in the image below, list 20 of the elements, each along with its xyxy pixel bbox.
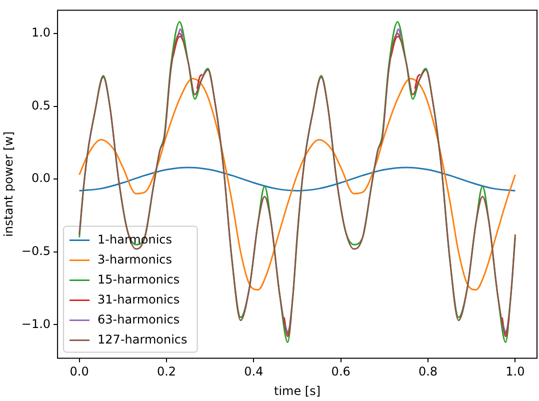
x-tick-label: 0.8 bbox=[418, 364, 438, 379]
legend-label: 127-harmonics bbox=[98, 332, 188, 346]
legend-label: 31-harmonics bbox=[98, 292, 180, 306]
x-tick-label: 0.0 bbox=[70, 364, 89, 379]
legend-label: 15-harmonics bbox=[98, 272, 180, 286]
y-axis-title: instant power [w] bbox=[1, 131, 16, 237]
y-tick-label: −0.5 bbox=[21, 244, 51, 258]
legend-label: 3-harmonics bbox=[98, 252, 172, 266]
line-series bbox=[78, 166, 516, 192]
legend-label: 63-harmonics bbox=[98, 312, 180, 326]
x-tick-label: 0.2 bbox=[156, 364, 176, 379]
y-tick-label: −1.0 bbox=[21, 316, 51, 331]
line-series bbox=[78, 78, 516, 291]
y-tick-label: 0.0 bbox=[31, 171, 51, 186]
x-tick-label: 1.0 bbox=[506, 364, 525, 379]
x-axis-title: time [s] bbox=[274, 384, 321, 398]
x-tick-label: 0.4 bbox=[244, 364, 264, 379]
y-tick-label: 0.5 bbox=[31, 98, 51, 112]
x-tick-label: 0.6 bbox=[331, 364, 350, 379]
y-tick-label: 1.0 bbox=[31, 26, 51, 40]
